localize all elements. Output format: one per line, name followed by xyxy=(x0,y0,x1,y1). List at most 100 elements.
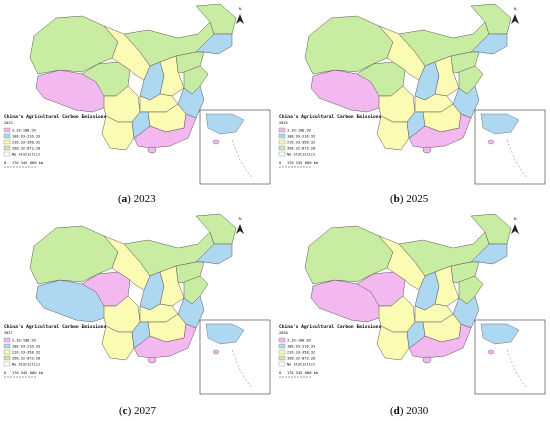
map-panel-2030: N China's Agricultural Carbon Emissions 20… xyxy=(275,210,550,420)
panel-year: 2027 xyxy=(133,405,156,417)
legend-title: China's Agricultural Carbon Emissions xyxy=(4,114,107,120)
legend-swatch xyxy=(3,151,11,157)
province-xinjiang xyxy=(304,225,394,285)
legend-year: 2025 xyxy=(279,121,288,125)
north-label: N xyxy=(239,216,242,221)
inset-coast xyxy=(480,113,520,135)
province-heilongjiang xyxy=(470,213,512,245)
legend-swatch xyxy=(278,139,286,145)
legend-label: 108.93-216.33 xyxy=(12,134,40,138)
legend-label: No Statistics xyxy=(12,152,40,156)
scale-text-mid: 170 345 xyxy=(287,161,302,165)
province-hainan xyxy=(422,146,432,154)
inset-hainan xyxy=(212,139,220,145)
province-xizang xyxy=(310,69,382,113)
province-heilongjiang xyxy=(195,3,237,35)
province-guangxi-guangdong xyxy=(408,113,472,149)
legend-swatch xyxy=(278,355,286,361)
province-layer xyxy=(29,213,237,364)
legend-swatch xyxy=(278,127,286,133)
north-arrow-shape xyxy=(236,224,244,234)
province-yunnan xyxy=(376,115,410,151)
scale-bar: 0 170 345 680 km xyxy=(4,161,43,168)
china-map: N China's Agricultural Carbon Emissions20… xyxy=(3,3,271,185)
legend-swatch xyxy=(3,337,11,343)
legend-swatch xyxy=(3,139,11,145)
inset-coast xyxy=(205,323,245,345)
legend-label: 216.33-358.32 xyxy=(12,350,40,354)
province-guangxi-guangdong xyxy=(133,323,197,359)
scale-bar: 0 170 345 680 km xyxy=(4,371,43,378)
legend-label: No Statistics xyxy=(287,152,315,156)
inset-hainan xyxy=(212,349,220,355)
china-map: N China's Agricultural Carbon Emissions20… xyxy=(278,3,546,185)
legend-label: 216.33-358.32 xyxy=(287,140,315,144)
legend-label: No Statistics xyxy=(287,362,315,366)
scale-text-mid: 170 345 xyxy=(12,161,27,165)
north-arrow-icon: N xyxy=(511,216,519,234)
panel-letter: c xyxy=(122,405,128,417)
scale-text-end: 680 km xyxy=(305,371,318,375)
legend-swatch xyxy=(3,355,11,361)
province-yunnan xyxy=(376,325,410,361)
scale-text-end: 680 km xyxy=(30,371,43,375)
legend-swatch xyxy=(278,145,286,151)
legend-label: 358.32-873.28 xyxy=(12,146,40,150)
panel-caption: (b) 2025 xyxy=(390,193,429,205)
legend-label: 3.33-108.93 xyxy=(12,128,36,132)
north-arrow-shape xyxy=(236,14,244,24)
province-xinjiang xyxy=(304,15,394,75)
province-xizang xyxy=(310,279,382,323)
legend-label: 216.33-358.32 xyxy=(287,350,315,354)
north-arrow-icon: N xyxy=(511,6,519,24)
south-china-sea-inset xyxy=(474,319,546,395)
china-map: N China's Agricultural Carbon Emissions20… xyxy=(278,213,546,395)
province-hainan xyxy=(422,356,432,364)
scale-text-zero: 0 xyxy=(4,161,6,165)
scale-bar: 0 170 345 680 km xyxy=(279,161,318,168)
legend-label: 3.33-108.93 xyxy=(12,338,36,342)
panel-letter: b xyxy=(393,193,400,205)
north-label: N xyxy=(239,6,242,11)
legend-label: No Statistics xyxy=(12,362,40,366)
panel-year: 2025 xyxy=(406,193,429,205)
north-arrow-icon: N xyxy=(236,216,244,234)
map-panel-2023: N China's Agricultural Carbon Emissions 20… xyxy=(0,0,275,210)
north-label: N xyxy=(514,216,517,221)
nine-dash-line xyxy=(506,349,528,389)
legend-label: 108.93-216.33 xyxy=(12,344,40,348)
legend-swatch xyxy=(3,133,11,139)
province-shanxi-henan xyxy=(159,55,185,97)
north-arrow-icon: N xyxy=(236,6,244,24)
province-layer xyxy=(304,213,512,364)
legend-swatch xyxy=(278,361,286,367)
legend-title: China's Agricultural Carbon Emissions xyxy=(279,114,382,120)
legend: China's Agricultural Carbon Emissions202… xyxy=(278,114,382,157)
panel-caption: (c) 2027 xyxy=(119,405,156,417)
legend: China's Agricultural Carbon Emissions202… xyxy=(3,324,107,366)
legend-swatch xyxy=(278,343,286,349)
province-hainan xyxy=(147,356,157,364)
legend-label: 358.32-873.28 xyxy=(287,146,315,150)
scale-text-zero: 0 xyxy=(4,371,6,375)
north-arrow-shape xyxy=(511,224,519,234)
legend-swatch xyxy=(3,127,11,133)
province-yunnan xyxy=(101,325,135,361)
nine-dash-line xyxy=(231,139,253,179)
inset-hainan xyxy=(487,349,495,355)
scale-text-mid: 170 345 xyxy=(12,371,27,375)
north-arrow-shape xyxy=(511,14,519,24)
legend-year: 2030 xyxy=(279,331,288,335)
legend-year: 2027 xyxy=(4,331,13,335)
scale-bar: 0 170 345 680 km xyxy=(279,371,318,378)
legend-label: 108.93-216.33 xyxy=(287,344,315,348)
legend-swatch xyxy=(278,151,286,157)
province-zhejiang-fujian xyxy=(452,85,480,119)
province-shanxi-henan xyxy=(434,265,460,307)
south-china-sea-inset xyxy=(199,109,271,185)
panel-letter: d xyxy=(393,405,400,417)
scale-text-mid: 170 345 xyxy=(287,371,302,375)
province-guangxi-guangdong xyxy=(133,113,197,149)
legend-label: 358.32-873.28 xyxy=(287,356,315,360)
inset-coast xyxy=(480,323,520,345)
